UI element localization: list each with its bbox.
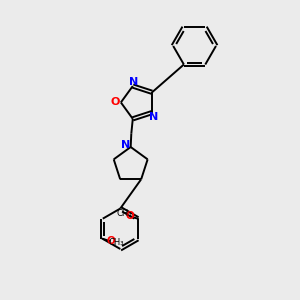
Text: N: N (148, 112, 158, 122)
Text: O: O (111, 98, 120, 107)
Text: O: O (106, 236, 115, 246)
Text: CH₃: CH₃ (108, 238, 124, 247)
Text: O: O (126, 211, 134, 221)
Text: N: N (121, 140, 130, 150)
Text: CH₃: CH₃ (117, 209, 132, 218)
Text: N: N (129, 76, 139, 87)
